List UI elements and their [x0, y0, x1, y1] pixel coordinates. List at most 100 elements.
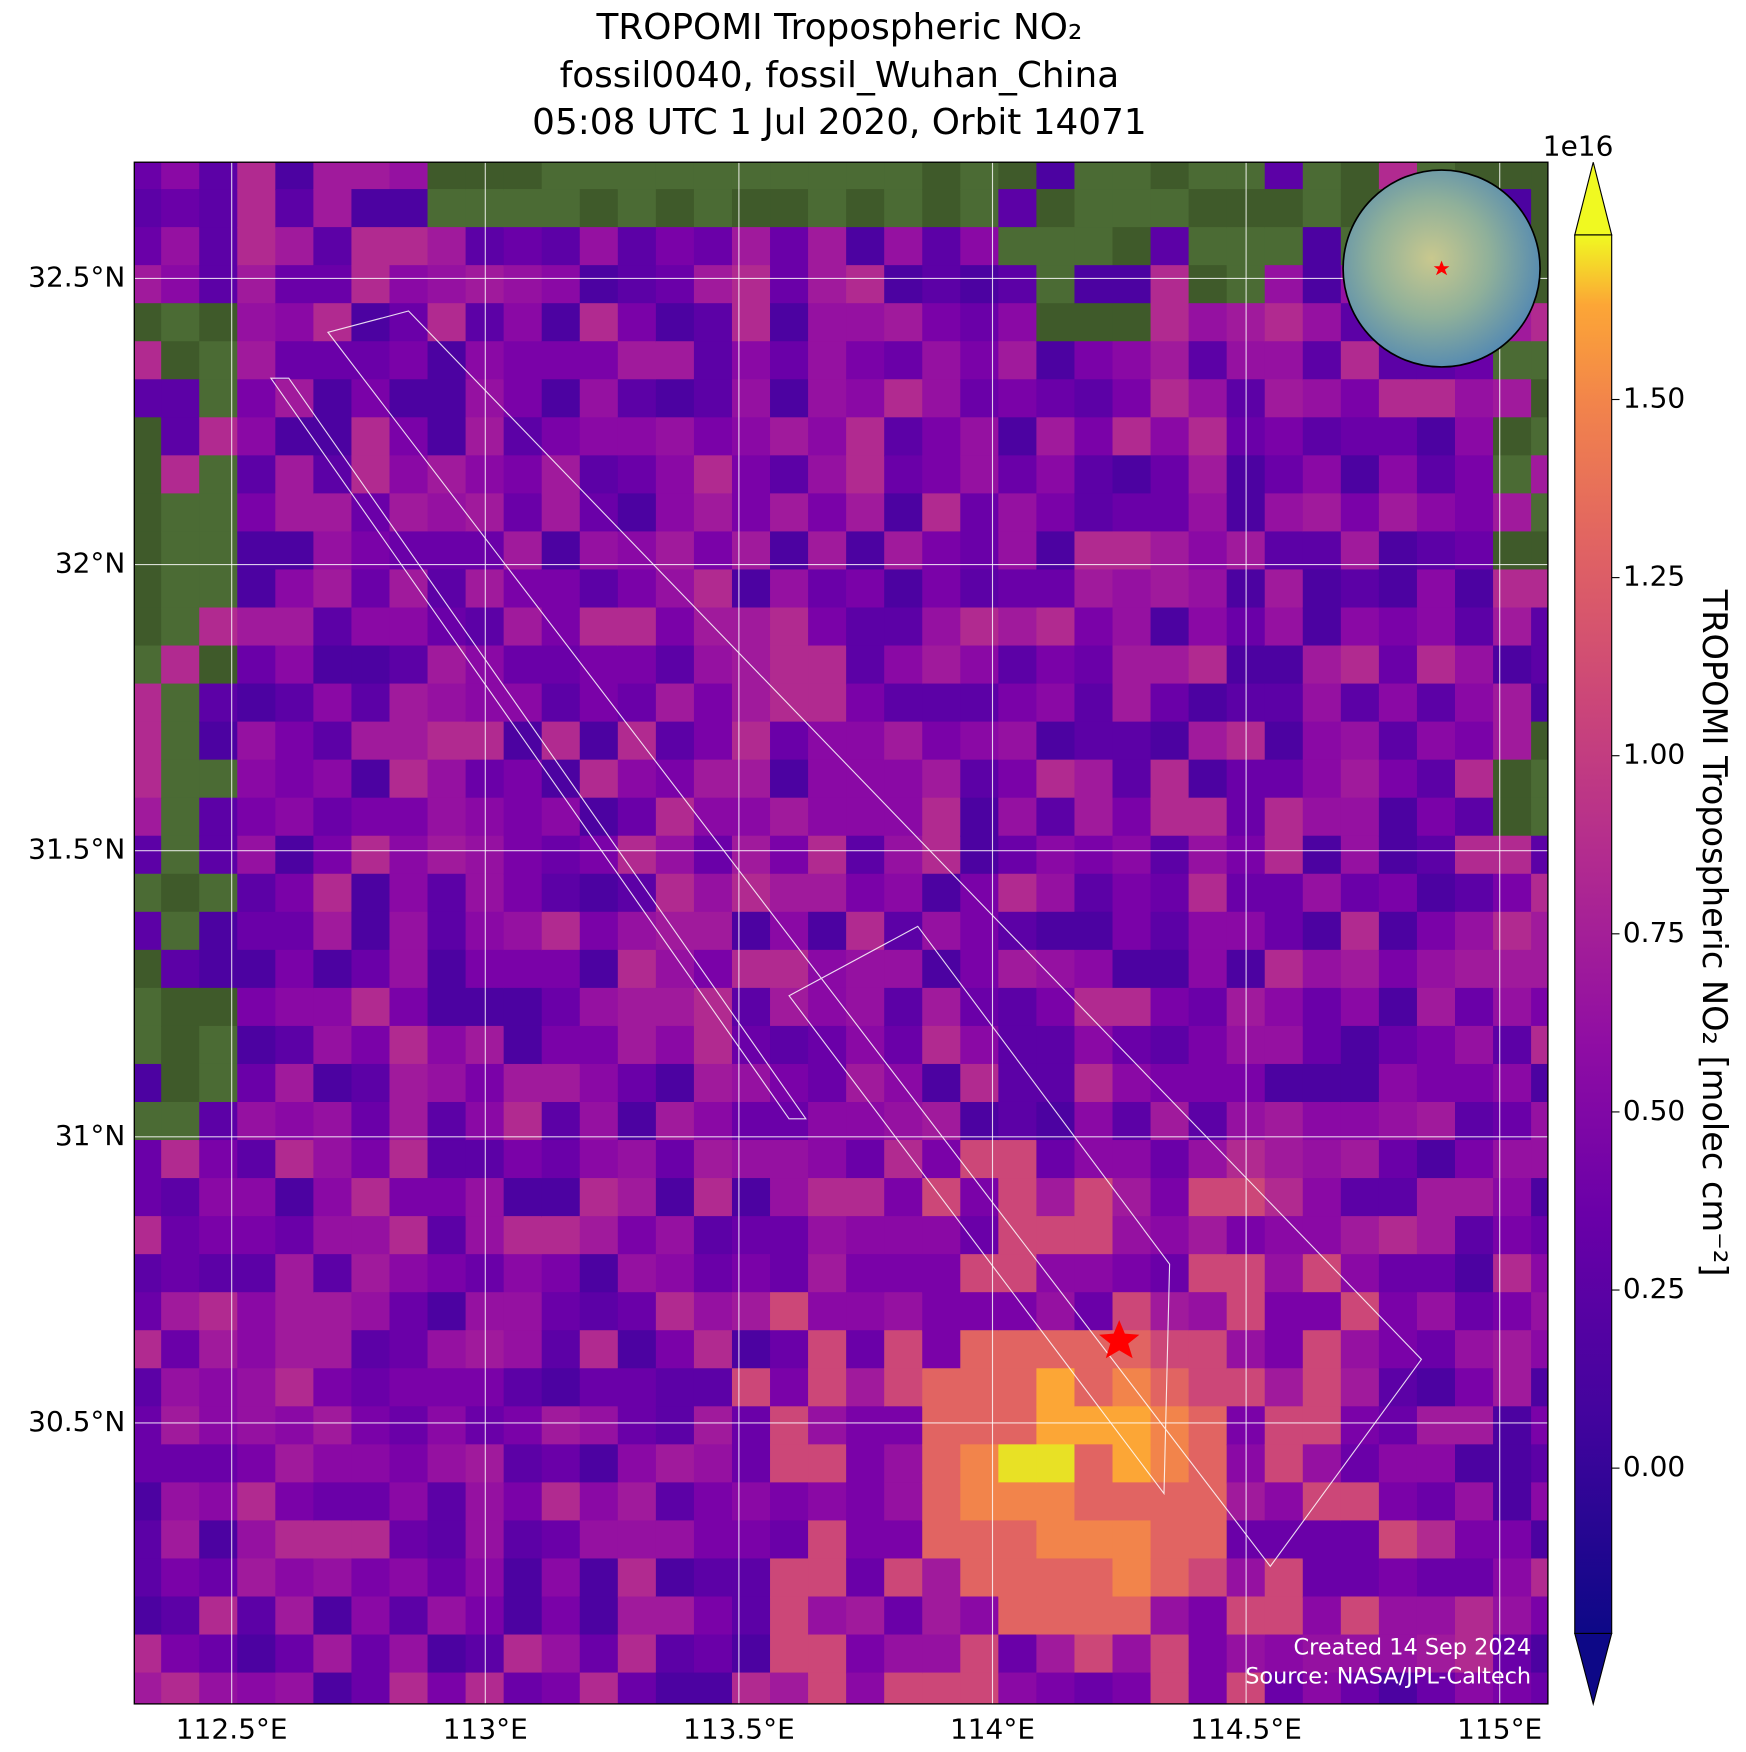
pixel [1188, 1558, 1228, 1598]
pixel [1493, 759, 1533, 799]
pixel [1188, 1596, 1228, 1636]
pixel [808, 493, 848, 533]
pixel [846, 1254, 886, 1294]
pixel [960, 911, 1000, 951]
pixel [199, 265, 239, 305]
pixel [846, 911, 886, 951]
pixel [351, 162, 391, 191]
pixel [808, 303, 848, 343]
pixel [1340, 645, 1381, 685]
pixel [770, 759, 810, 799]
pixel [503, 1330, 543, 1370]
pixel [655, 683, 696, 723]
pixel [1455, 1101, 1495, 1142]
pixel [427, 1025, 467, 1066]
pixel [731, 949, 772, 989]
grid-strip [269, 377, 807, 1120]
pixel [922, 303, 962, 343]
pixel [351, 987, 391, 1028]
pixel [655, 1140, 696, 1180]
pixel [1074, 1292, 1114, 1332]
pixel [1302, 493, 1342, 533]
pixel [579, 835, 619, 875]
pixel [1340, 455, 1381, 495]
pixel [1531, 162, 1548, 191]
pixel [1455, 417, 1495, 457]
pixel [617, 1368, 657, 1408]
pixel [199, 569, 239, 609]
pixel [884, 162, 924, 191]
pixel [579, 303, 619, 343]
pixel [770, 303, 810, 343]
pixel [770, 1330, 810, 1370]
pixel [503, 569, 543, 609]
pixel [1188, 1520, 1228, 1560]
pixel [134, 341, 163, 381]
pixel [808, 797, 848, 837]
pixel [1264, 835, 1304, 875]
pixel [846, 721, 886, 761]
pixel [1493, 1292, 1533, 1332]
pixel [199, 1596, 239, 1636]
pixel [427, 189, 467, 229]
pixel [846, 1178, 886, 1218]
pixel [1340, 759, 1381, 799]
pixel [960, 162, 1000, 191]
pixel [237, 835, 277, 875]
pixel [1455, 1330, 1495, 1370]
pixel [1302, 1140, 1342, 1180]
pixel [134, 1101, 163, 1142]
pixel [618, 1711, 657, 1750]
pixel [1416, 721, 1457, 761]
pixel [1188, 1101, 1228, 1142]
pixel [1112, 1672, 1152, 1704]
pixel [313, 455, 353, 495]
pixel [655, 1520, 696, 1560]
pixel [922, 455, 962, 495]
pixel [846, 759, 886, 799]
pixel [579, 1063, 619, 1104]
pixel [884, 341, 924, 381]
pixel [199, 455, 239, 495]
pixel [1378, 379, 1419, 419]
pixel [1264, 1634, 1304, 1674]
pixel [1036, 1025, 1076, 1066]
pixel [1378, 1140, 1419, 1180]
pixel [617, 1406, 657, 1446]
pixel [161, 341, 201, 381]
pixel [1455, 1025, 1495, 1066]
pixel [846, 1558, 886, 1598]
pixel [1151, 1711, 1190, 1750]
pixel [1340, 1101, 1381, 1142]
pixel [1302, 1482, 1342, 1522]
pixel [1074, 1140, 1114, 1180]
pixel [1112, 1520, 1152, 1560]
pixel [693, 1368, 734, 1408]
pixel [770, 797, 810, 837]
pixel [1112, 911, 1152, 951]
pixel [351, 417, 391, 457]
pixel [1531, 1292, 1548, 1332]
pixel [884, 683, 924, 723]
pixel [1416, 1596, 1457, 1636]
pixel [693, 189, 734, 229]
pixel [922, 797, 962, 837]
pixel [655, 1025, 696, 1066]
pixel [541, 162, 581, 191]
pixel [846, 873, 886, 913]
pixel [1188, 303, 1228, 343]
pixel [655, 1596, 696, 1636]
pixel [884, 1140, 924, 1180]
pixel [1150, 1330, 1190, 1370]
pixel [1150, 1216, 1190, 1256]
pixel [541, 607, 581, 647]
pixel [389, 1558, 429, 1598]
pixel [579, 417, 619, 457]
pixel [1188, 949, 1228, 989]
pixel [427, 987, 467, 1028]
pixel [1340, 797, 1381, 837]
pixel [1416, 1634, 1457, 1674]
pixel [1188, 759, 1228, 799]
pixel [1112, 265, 1152, 305]
